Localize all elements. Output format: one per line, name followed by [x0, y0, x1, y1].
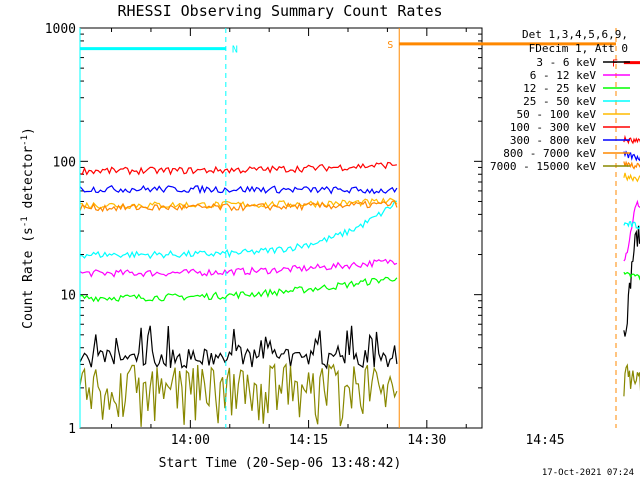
- y-axis-label-superscript: -1: [20, 216, 30, 227]
- axes-group: 110100100014:0014:1514:3014:4515:0015:15…: [20, 22, 565, 448]
- x-tick-label: 14:15: [289, 433, 328, 448]
- legend-label: 25 - 50 keV: [523, 95, 596, 108]
- x-tick-label: 14:00: [171, 433, 210, 448]
- legend-label: 50 - 100 keV: [517, 108, 597, 121]
- series-line-pre: [79, 325, 398, 370]
- legend-label: 12 - 25 keV: [523, 82, 596, 95]
- series-line-pre: [79, 276, 398, 303]
- timestamp: 17-Oct-2021 07:24: [542, 468, 634, 478]
- x-axis-label: Start Time (20-Sep-06 13:48:42): [159, 456, 402, 471]
- legend-label: 6 - 12 keV: [530, 69, 597, 82]
- legend-label: 100 - 300 keV: [510, 121, 596, 134]
- chart-title: RHESSI Observing Summary Count Rates: [117, 2, 442, 20]
- series-line-pre: [79, 184, 398, 195]
- legend-header: Det 1,3,4,5,6,9,: [522, 28, 628, 41]
- y-tick-label: 1: [68, 422, 76, 437]
- legend-label: 3 - 6 keV: [536, 56, 596, 69]
- legend-label: 300 - 800 keV: [510, 134, 596, 147]
- flag-label: F: [612, 59, 618, 70]
- y-tick-label: 10: [60, 289, 76, 304]
- series-line-pre: [79, 362, 398, 427]
- y-axis-label: Count Rate (s-1 detector-1): [20, 127, 36, 329]
- series-line-pre: [79, 200, 398, 213]
- y-axis-label-part: detector: [21, 146, 36, 217]
- y-axis-label-part: ): [21, 127, 36, 135]
- y-tick-label: 100: [53, 155, 76, 170]
- x-tick-label: 14:45: [525, 433, 564, 448]
- legend-label: 7000 - 15000 keV: [490, 160, 596, 173]
- flag-label: N: [232, 45, 238, 56]
- series-layer: [79, 134, 640, 427]
- legend-label: 800 - 7000 keV: [503, 147, 596, 160]
- series-line-pre: [79, 161, 398, 176]
- annotation-layer: N S F: [79, 28, 640, 428]
- x-tick-label: 14:30: [407, 433, 446, 448]
- series-line-pre: [79, 200, 397, 260]
- legend-header: FDecim 1, Att 0: [529, 42, 628, 55]
- series-line-pre: [79, 258, 398, 278]
- y-tick-label: 1000: [45, 22, 76, 37]
- series-line-pre: [79, 197, 398, 210]
- flag-label: S: [387, 40, 393, 51]
- legend: Det 1,3,4,5,6,9,FDecim 1, Att 03 - 6 keV…: [490, 28, 630, 173]
- y-axis-label-part: Count Rate (s: [21, 227, 36, 329]
- y-axis-label-superscript: -1: [20, 135, 30, 146]
